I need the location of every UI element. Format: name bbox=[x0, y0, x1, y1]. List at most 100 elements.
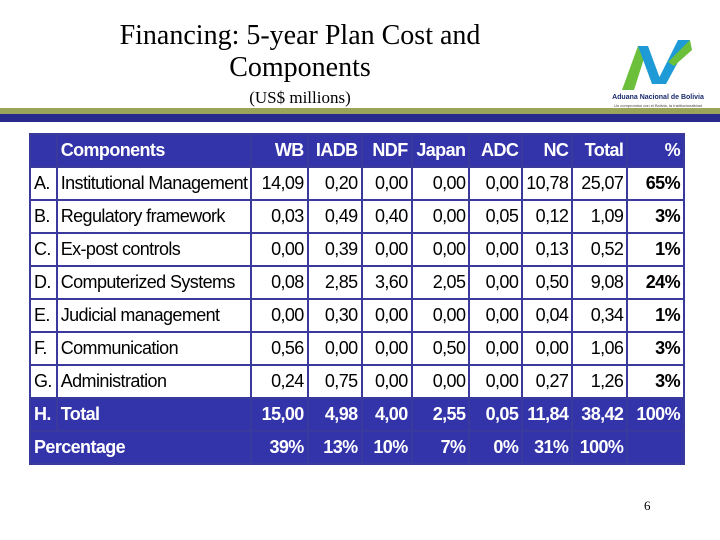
cell-ndf: 0,00 bbox=[360, 298, 413, 333]
table-row: F. Communication 0,56 0,00 0,00 0,50 0,00 0,00 1… bbox=[29, 331, 685, 366]
cell-wb: 0,00 bbox=[250, 298, 309, 333]
page-number: 6 bbox=[644, 498, 651, 513]
slide-title-line2: Components bbox=[229, 52, 371, 83]
divider-blue bbox=[0, 114, 720, 122]
cell-iadb: 0,49 bbox=[306, 199, 363, 234]
percentage-nc: 31% bbox=[521, 430, 574, 465]
cell-adc: 0,00 bbox=[468, 166, 524, 201]
cell-nc: 0,50 bbox=[521, 265, 574, 300]
slide-subtitle: (US$ millions) bbox=[249, 88, 351, 107]
cell-total: 1,09 bbox=[571, 199, 629, 234]
cell-wb: 0,56 bbox=[250, 331, 309, 366]
cell-total: 1,06 bbox=[571, 331, 629, 366]
cell-adc: 0,00 bbox=[468, 232, 524, 267]
table-row: B. Regulatory framework 0,03 0,49 0,40 0,00 0,… bbox=[29, 199, 685, 234]
slide-title: Financing: 5-year Plan Cost and Componen… bbox=[60, 20, 540, 84]
cell-wb: 0,24 bbox=[250, 364, 309, 399]
slide-title-line1: Financing: 5-year Plan Cost and bbox=[119, 20, 481, 51]
header-id bbox=[29, 133, 58, 168]
row-component-name: Regulatory framework bbox=[55, 199, 253, 234]
cell-japan: 0,00 bbox=[410, 232, 471, 267]
cell-total: 0,34 bbox=[571, 298, 629, 333]
cell-nc: 0,13 bbox=[521, 232, 574, 267]
row-id: A. bbox=[29, 166, 58, 201]
total-label: Total bbox=[55, 397, 253, 432]
divider-olive bbox=[0, 108, 720, 114]
percentage-total: 100% bbox=[571, 430, 629, 465]
table-row: E. Judicial management 0,00 0,30 0,00 0,00 0,0… bbox=[29, 298, 685, 333]
cell-adc: 0,00 bbox=[468, 298, 524, 333]
cell-adc: 0,05 bbox=[468, 199, 524, 234]
cell-ndf: 0,40 bbox=[360, 199, 413, 234]
table-percentage-row: Percentage 39% 13% 10% 7% 0% 31% 100% bbox=[28, 430, 685, 465]
row-id: B. bbox=[29, 199, 58, 234]
cell-percent: 3% bbox=[626, 331, 685, 366]
cell-percent: 65% bbox=[626, 166, 685, 201]
cell-wb: 0,00 bbox=[250, 232, 309, 267]
aduana-logo-icon bbox=[622, 40, 692, 90]
cell-iadb: 0,20 bbox=[306, 166, 363, 201]
cell-japan: 0,00 bbox=[410, 298, 471, 333]
cell-total: 9,08 bbox=[571, 265, 629, 300]
total-iadb: 4,98 bbox=[306, 397, 363, 432]
header-iadb: IADB bbox=[306, 133, 363, 168]
header-japan: Japan bbox=[410, 133, 471, 168]
cell-nc: 0,12 bbox=[521, 199, 574, 234]
cell-percent: 1% bbox=[626, 298, 685, 333]
cell-ndf: 0,00 bbox=[360, 364, 413, 399]
cell-wb: 14,09 bbox=[250, 166, 309, 201]
total-wb: 15,00 bbox=[250, 397, 309, 432]
cell-nc: 0,04 bbox=[521, 298, 574, 333]
table-row: G. Administration 0,24 0,75 0,00 0,00 0,00 0,27… bbox=[29, 364, 685, 399]
total-ndf: 4,00 bbox=[360, 397, 413, 432]
total-total: 38,42 bbox=[571, 397, 629, 432]
cell-ndf: 0,00 bbox=[360, 232, 413, 267]
total-japan: 2,55 bbox=[410, 397, 471, 432]
cell-japan: 0,00 bbox=[410, 166, 471, 201]
header-components: Components bbox=[55, 133, 253, 168]
header-total: Total bbox=[571, 133, 629, 168]
header-adc: ADC bbox=[468, 133, 524, 168]
cell-ndf: 0,00 bbox=[360, 166, 413, 201]
row-component-name: Ex-post controls bbox=[55, 232, 253, 267]
total-adc: 0,05 bbox=[468, 397, 524, 432]
row-id: E. bbox=[29, 298, 58, 333]
cell-iadb: 0,00 bbox=[306, 331, 363, 366]
row-component-name: Administration bbox=[55, 364, 253, 399]
row-id: F. bbox=[29, 331, 58, 366]
cell-nc: 10,78 bbox=[521, 166, 574, 201]
header-ndf: NDF bbox=[360, 133, 413, 168]
cell-adc: 0,00 bbox=[468, 265, 524, 300]
total-id: H. bbox=[29, 397, 58, 432]
row-component-name: Communication bbox=[55, 331, 253, 366]
cell-ndf: 3,60 bbox=[360, 265, 413, 300]
percentage-ndf: 10% bbox=[360, 430, 413, 465]
cell-adc: 0,00 bbox=[468, 331, 524, 366]
financing-table: Components WB IADB NDF Japan ADC NC Tota… bbox=[28, 133, 685, 465]
cell-percent: 24% bbox=[626, 265, 685, 300]
row-component-name: Institutional Management bbox=[55, 166, 253, 201]
logo-tagline: Un compromiso con el Bolivia, la Institu… bbox=[614, 103, 702, 108]
header-wb: WB bbox=[250, 133, 309, 168]
cell-japan: 2,05 bbox=[410, 265, 471, 300]
table-row: D. Computerized Systems 0,08 2,85 3,60 2,05 0,… bbox=[29, 265, 685, 300]
logo-text: Aduana Nacional de Bolivia bbox=[612, 94, 704, 101]
table-row: C. Ex-post controls 0,00 0,39 0,00 0,00 0,00 0,… bbox=[29, 232, 685, 267]
row-component-name: Computerized Systems bbox=[55, 265, 253, 300]
cell-nc: 0,00 bbox=[521, 331, 574, 366]
table-header-row: Components WB IADB NDF Japan ADC NC Tota… bbox=[29, 133, 685, 168]
total-nc: 11,84 bbox=[521, 397, 574, 432]
table-row: A. Institutional Management 14,09 0,20 0,00 0… bbox=[29, 166, 685, 201]
cell-total: 1,26 bbox=[571, 364, 629, 399]
row-id: C. bbox=[29, 232, 58, 267]
cell-iadb: 0,39 bbox=[306, 232, 363, 267]
cell-japan: 0,00 bbox=[410, 364, 471, 399]
percentage-empty bbox=[626, 430, 685, 465]
cell-ndf: 0,00 bbox=[360, 331, 413, 366]
percentage-label: Percentage bbox=[28, 430, 253, 465]
cell-percent: 3% bbox=[626, 199, 685, 234]
cell-total: 25,07 bbox=[571, 166, 629, 201]
row-component-name: Judicial management bbox=[55, 298, 253, 333]
percentage-wb: 39% bbox=[250, 430, 309, 465]
cell-wb: 0,08 bbox=[250, 265, 309, 300]
